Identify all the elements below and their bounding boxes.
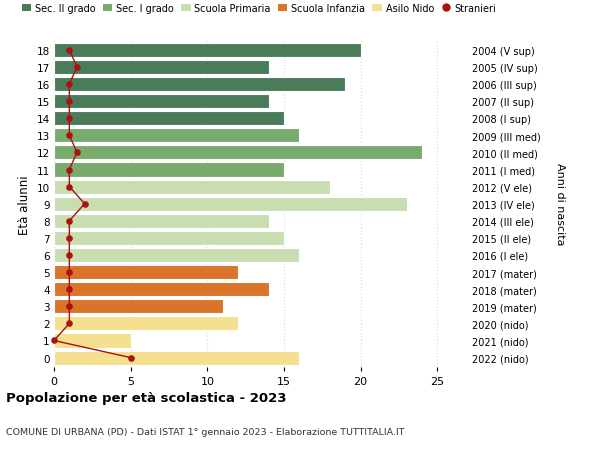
Bar bbox=[54, 214, 269, 228]
Point bbox=[65, 184, 74, 191]
Point bbox=[80, 201, 89, 208]
Bar bbox=[54, 248, 299, 263]
Point bbox=[126, 354, 136, 362]
Point bbox=[65, 252, 74, 259]
Text: COMUNE DI URBANA (PD) - Dati ISTAT 1° gennaio 2023 - Elaborazione TUTTITALIA.IT: COMUNE DI URBANA (PD) - Dati ISTAT 1° ge… bbox=[6, 427, 404, 436]
Point bbox=[72, 149, 82, 157]
Text: Popolazione per età scolastica - 2023: Popolazione per età scolastica - 2023 bbox=[6, 392, 287, 405]
Point bbox=[65, 303, 74, 310]
Y-axis label: Età alunni: Età alunni bbox=[18, 174, 31, 234]
Bar bbox=[54, 44, 361, 58]
Point bbox=[65, 286, 74, 293]
Point bbox=[65, 320, 74, 327]
Bar bbox=[54, 95, 269, 109]
Point bbox=[72, 64, 82, 72]
Bar bbox=[54, 300, 223, 313]
Point bbox=[65, 269, 74, 276]
Bar bbox=[54, 112, 284, 126]
Bar bbox=[54, 129, 299, 143]
Point bbox=[65, 132, 74, 140]
Y-axis label: Anni di nascita: Anni di nascita bbox=[555, 163, 565, 246]
Bar bbox=[54, 146, 422, 160]
Legend: Sec. II grado, Sec. I grado, Scuola Primaria, Scuola Infanzia, Asilo Nido, Stran: Sec. II grado, Sec. I grado, Scuola Prim… bbox=[22, 4, 496, 14]
Bar bbox=[54, 180, 330, 194]
Bar bbox=[54, 283, 269, 297]
Point bbox=[65, 81, 74, 89]
Point bbox=[65, 47, 74, 54]
Point bbox=[49, 337, 59, 344]
Point bbox=[65, 218, 74, 225]
Point bbox=[65, 115, 74, 123]
Bar bbox=[54, 265, 238, 280]
Bar bbox=[54, 78, 346, 92]
Point bbox=[65, 235, 74, 242]
Bar bbox=[54, 231, 284, 246]
Bar bbox=[54, 163, 284, 177]
Bar bbox=[54, 317, 238, 330]
Bar bbox=[54, 197, 407, 211]
Point bbox=[65, 98, 74, 106]
Bar bbox=[54, 61, 269, 75]
Bar bbox=[54, 351, 299, 365]
Point bbox=[65, 167, 74, 174]
Bar bbox=[54, 334, 131, 348]
